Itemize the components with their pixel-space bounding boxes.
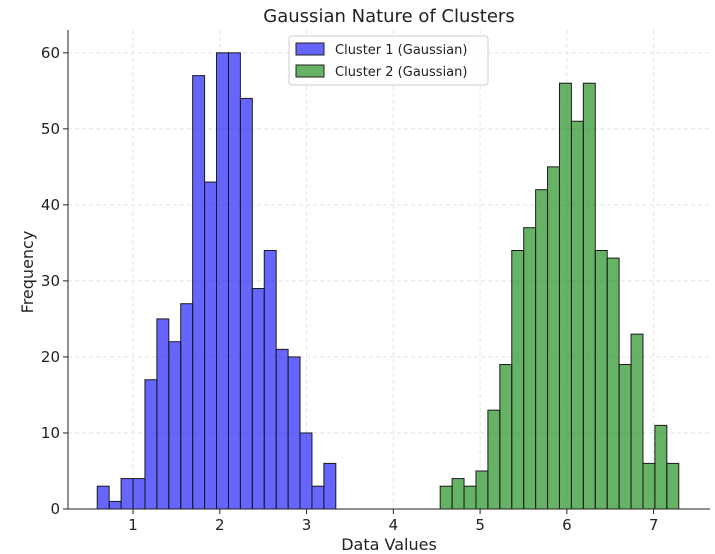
- x-tick-label: 1: [128, 516, 138, 534]
- y-tick-label: 30: [41, 272, 60, 290]
- x-tick-label: 4: [389, 516, 399, 534]
- bar-cluster-2: [511, 249, 525, 510]
- bar-cluster-2: [642, 462, 656, 510]
- bar-cluster-2: [439, 485, 453, 510]
- y-tick-label: 50: [41, 120, 60, 138]
- bar-cluster-1: [156, 318, 170, 510]
- bar-cluster-1: [120, 478, 134, 510]
- y-axis-label: Frequency: [18, 231, 37, 314]
- axes: 1 2 3 4 5 6 7 0 10 20 30 40 50 60: [41, 30, 710, 534]
- bar-cluster-2: [630, 333, 644, 510]
- bar-cluster-1: [168, 341, 182, 510]
- bar-cluster-1: [239, 97, 253, 510]
- y-tick-label: 10: [41, 424, 60, 442]
- bar-cluster-1: [192, 75, 206, 510]
- y-tick-label: 40: [41, 196, 60, 214]
- legend-swatch-cluster-2: [295, 64, 325, 78]
- x-tick-label: 5: [475, 516, 485, 534]
- y-tick-label: 20: [41, 348, 60, 366]
- y-tick-label: 0: [50, 500, 60, 518]
- bar-cluster-2: [570, 120, 584, 510]
- x-tick-label: 2: [215, 516, 225, 534]
- bar-cluster-1: [144, 379, 158, 510]
- bar-cluster-1: [299, 432, 313, 510]
- bar-cluster-1: [263, 249, 277, 510]
- bar-cluster-2: [487, 409, 501, 510]
- x-tick-label: 6: [562, 516, 572, 534]
- x-axis-label: Data Values: [341, 535, 437, 554]
- legend: Cluster 1 (Gaussian) Cluster 2 (Gaussian…: [288, 35, 489, 86]
- bar-cluster-1: [311, 485, 325, 510]
- legend-frame: [288, 35, 489, 86]
- bar-cluster-2: [666, 462, 680, 510]
- bar-cluster-2: [654, 424, 668, 510]
- bar-cluster-2: [547, 166, 560, 510]
- bar-cluster-2: [463, 485, 477, 510]
- bar-cluster-2: [523, 227, 537, 510]
- bar-cluster-2: [558, 82, 572, 510]
- bar-cluster-1: [204, 181, 218, 510]
- bar-cluster-2: [594, 249, 608, 510]
- bar-cluster-1: [96, 485, 110, 510]
- x-tick-label: 3: [302, 516, 312, 534]
- bar-cluster-1: [275, 348, 289, 510]
- bar-cluster-1: [251, 288, 265, 510]
- bar-cluster-2: [499, 364, 513, 510]
- legend-swatch-cluster-1: [295, 42, 325, 56]
- y-tick-label: 60: [41, 44, 60, 62]
- bar-cluster-2: [535, 189, 549, 510]
- bar-cluster-2: [475, 470, 489, 510]
- bars: [96, 52, 680, 510]
- bar-cluster-1: [323, 462, 337, 510]
- legend-label-cluster-1: Cluster 1 (Gaussian): [335, 43, 467, 58]
- bar-cluster-1: [216, 52, 229, 510]
- x-tick-label: 7: [649, 516, 659, 534]
- bar-cluster-1: [180, 303, 194, 510]
- bar-cluster-1: [227, 52, 241, 510]
- bar-cluster-2: [582, 82, 596, 510]
- chart-title: Gaussian Nature of Clusters: [263, 6, 514, 27]
- legend-label-cluster-2: Cluster 2 (Gaussian): [335, 65, 467, 80]
- bar-cluster-1: [108, 500, 122, 510]
- bar-cluster-1: [287, 356, 301, 510]
- bar-cluster-1: [132, 478, 146, 510]
- bar-cluster-2: [606, 257, 620, 510]
- bar-cluster-2: [618, 364, 632, 510]
- bar-cluster-2: [451, 478, 465, 510]
